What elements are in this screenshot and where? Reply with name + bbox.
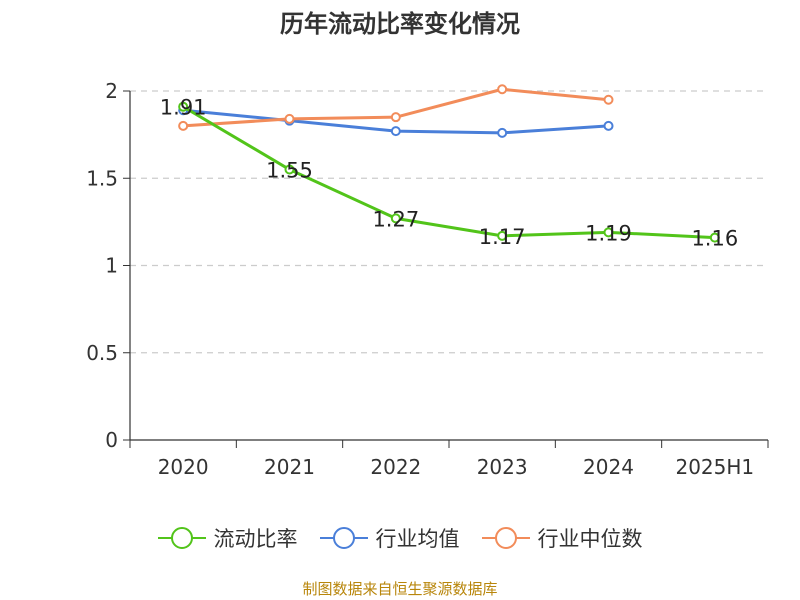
legend-label: 流动比率 <box>213 527 298 551</box>
data-point <box>497 84 508 95</box>
y-tick-label: 2 <box>105 79 118 103</box>
legend-label: 行业中位数 <box>537 527 643 551</box>
legend-item-industry-median[interactable]: 行业中位数 <box>481 523 643 553</box>
x-tick-label: 2020 <box>158 455 209 479</box>
x-tick-label: 2023 <box>477 455 528 479</box>
x-tick-label: 2022 <box>370 455 421 479</box>
y-tick-label: 1 <box>105 254 118 278</box>
data-label: 1.17 <box>479 225 526 249</box>
data-point <box>178 101 189 112</box>
data-point <box>709 232 720 243</box>
data-label: 1.91 <box>160 96 207 120</box>
x-tick-label: 2024 <box>583 455 634 479</box>
data-point <box>284 164 295 175</box>
legend-item-current-ratio[interactable]: 流动比率 <box>157 523 298 553</box>
y-tick-label: 1.5 <box>86 166 118 190</box>
data-point <box>390 112 401 123</box>
data-label: 1.27 <box>372 207 419 231</box>
data-point <box>603 227 614 238</box>
legend-line-icon <box>319 527 368 549</box>
x-tick-label: 2021 <box>264 455 315 479</box>
series-line <box>181 105 717 240</box>
data-label: 1.16 <box>691 227 738 251</box>
data-point <box>178 120 189 131</box>
source-note: 制图数据来自恒生聚源数据库 <box>302 580 498 598</box>
axes: 0 0.5 1 1.5 2 2020 2021 2022 2023 2024 2025H1 <box>86 79 769 479</box>
legend-item-industry-mean[interactable]: 行业均值 <box>319 523 460 553</box>
data-point <box>284 113 295 124</box>
data-point <box>390 213 401 224</box>
x-tick-label: 2025H1 <box>675 455 754 479</box>
grid-lines <box>130 90 768 354</box>
legend: 流动比率 行业均值 行业中位数 <box>0 520 800 556</box>
data-labels: 1.91 1.55 1.27 1.17 1.19 1.16 <box>160 96 738 251</box>
legend-label: 行业均值 <box>375 527 460 551</box>
chart-title: 历年流动比率变化情况 <box>280 10 520 38</box>
data-label: 1.55 <box>266 159 313 183</box>
data-point <box>603 94 614 105</box>
data-label: 1.19 <box>585 221 632 245</box>
y-tick-label: 0 <box>105 428 118 452</box>
y-tick-label: 0.5 <box>86 341 118 365</box>
legend-line-icon <box>481 527 530 549</box>
data-point <box>497 127 508 138</box>
data-point <box>390 126 401 137</box>
series-lines <box>178 84 720 243</box>
data-point <box>497 230 508 241</box>
data-point <box>603 120 614 131</box>
legend-line-icon <box>157 527 206 549</box>
